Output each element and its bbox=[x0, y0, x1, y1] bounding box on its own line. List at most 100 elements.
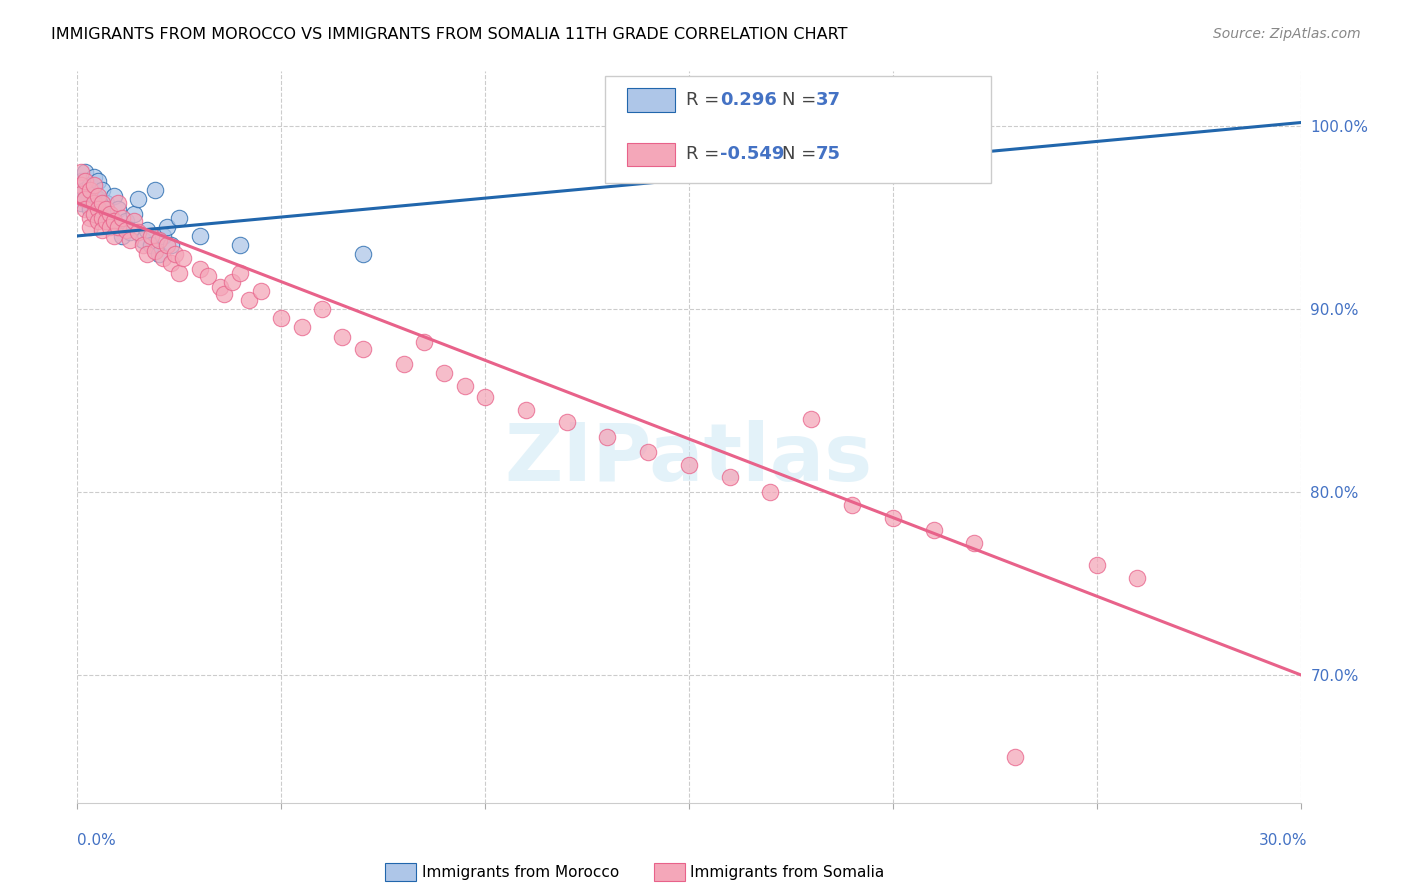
Text: 37: 37 bbox=[815, 91, 841, 109]
Point bbox=[111, 228, 134, 243]
Text: IMMIGRANTS FROM MOROCCO VS IMMIGRANTS FROM SOMALIA 11TH GRADE CORRELATION CHART: IMMIGRANTS FROM MOROCCO VS IMMIGRANTS FR… bbox=[51, 27, 848, 42]
Point bbox=[94, 207, 117, 221]
Point bbox=[392, 357, 415, 371]
Point bbox=[75, 192, 97, 206]
Point bbox=[188, 228, 211, 243]
Point bbox=[120, 233, 142, 247]
Point bbox=[115, 214, 138, 228]
Point bbox=[94, 202, 117, 216]
Point bbox=[160, 238, 183, 252]
Point bbox=[515, 402, 537, 417]
Point bbox=[87, 174, 110, 188]
Point bbox=[83, 207, 105, 221]
Point bbox=[139, 228, 162, 243]
Point bbox=[143, 244, 166, 258]
Point bbox=[165, 247, 187, 261]
Point bbox=[111, 211, 134, 225]
Point bbox=[79, 202, 101, 216]
Point bbox=[160, 256, 183, 270]
Point bbox=[148, 247, 170, 261]
Point bbox=[352, 247, 374, 261]
Point bbox=[156, 238, 179, 252]
Text: N =: N = bbox=[782, 91, 821, 109]
Point bbox=[718, 470, 741, 484]
Point bbox=[188, 261, 211, 276]
Point bbox=[1085, 558, 1108, 573]
Point bbox=[75, 165, 97, 179]
Point bbox=[94, 196, 117, 211]
Point bbox=[107, 196, 129, 211]
Point bbox=[75, 174, 97, 188]
Point bbox=[120, 225, 142, 239]
Point bbox=[83, 186, 105, 201]
Point bbox=[678, 458, 700, 472]
Text: R =: R = bbox=[686, 145, 725, 163]
Point bbox=[90, 223, 112, 237]
Text: ZIPatlas: ZIPatlas bbox=[505, 420, 873, 498]
Point bbox=[454, 379, 477, 393]
Point bbox=[128, 192, 150, 206]
Point bbox=[107, 219, 129, 234]
Point bbox=[291, 320, 314, 334]
Point bbox=[107, 219, 129, 234]
Point bbox=[270, 311, 292, 326]
Point bbox=[131, 238, 153, 252]
Point bbox=[152, 251, 174, 265]
Point bbox=[131, 233, 153, 247]
Point bbox=[197, 269, 219, 284]
Point bbox=[800, 119, 823, 133]
Point bbox=[98, 214, 121, 228]
Point bbox=[135, 247, 157, 261]
Point bbox=[169, 211, 191, 225]
Point bbox=[148, 233, 170, 247]
Text: -0.549: -0.549 bbox=[720, 145, 785, 163]
Point bbox=[152, 228, 174, 243]
Point bbox=[143, 183, 166, 197]
Point bbox=[555, 416, 578, 430]
Text: N =: N = bbox=[782, 145, 821, 163]
Point bbox=[124, 214, 146, 228]
Point bbox=[124, 207, 146, 221]
Point bbox=[103, 228, 125, 243]
Point bbox=[841, 498, 863, 512]
Point bbox=[1126, 571, 1149, 585]
Point bbox=[474, 390, 496, 404]
Point bbox=[221, 275, 243, 289]
Point bbox=[103, 188, 125, 202]
Point bbox=[1004, 750, 1026, 764]
Point bbox=[963, 536, 986, 550]
Point bbox=[90, 211, 112, 225]
Point bbox=[79, 183, 101, 197]
Point bbox=[79, 219, 101, 234]
Point bbox=[75, 202, 97, 216]
Point bbox=[229, 238, 252, 252]
Point bbox=[98, 219, 121, 234]
Point bbox=[311, 301, 333, 316]
Point bbox=[83, 178, 105, 192]
Point bbox=[70, 174, 93, 188]
Text: 0.0%: 0.0% bbox=[77, 833, 117, 847]
Point bbox=[637, 444, 659, 458]
Point bbox=[800, 411, 823, 425]
Point bbox=[87, 188, 110, 202]
Point bbox=[70, 165, 93, 179]
Text: 75: 75 bbox=[815, 145, 841, 163]
Point bbox=[596, 430, 619, 444]
Point bbox=[135, 223, 157, 237]
Text: 30.0%: 30.0% bbox=[1260, 833, 1308, 847]
Point bbox=[250, 284, 273, 298]
Point bbox=[87, 192, 110, 206]
Point bbox=[238, 293, 260, 307]
Point bbox=[209, 280, 232, 294]
Point bbox=[70, 188, 93, 202]
Point bbox=[139, 238, 162, 252]
Point bbox=[169, 265, 191, 279]
Text: R =: R = bbox=[686, 91, 725, 109]
Point bbox=[229, 265, 252, 279]
Point bbox=[94, 214, 117, 228]
Point bbox=[212, 287, 235, 301]
Point bbox=[75, 192, 97, 206]
Point bbox=[103, 214, 125, 228]
Point bbox=[172, 251, 194, 265]
Point bbox=[90, 183, 112, 197]
